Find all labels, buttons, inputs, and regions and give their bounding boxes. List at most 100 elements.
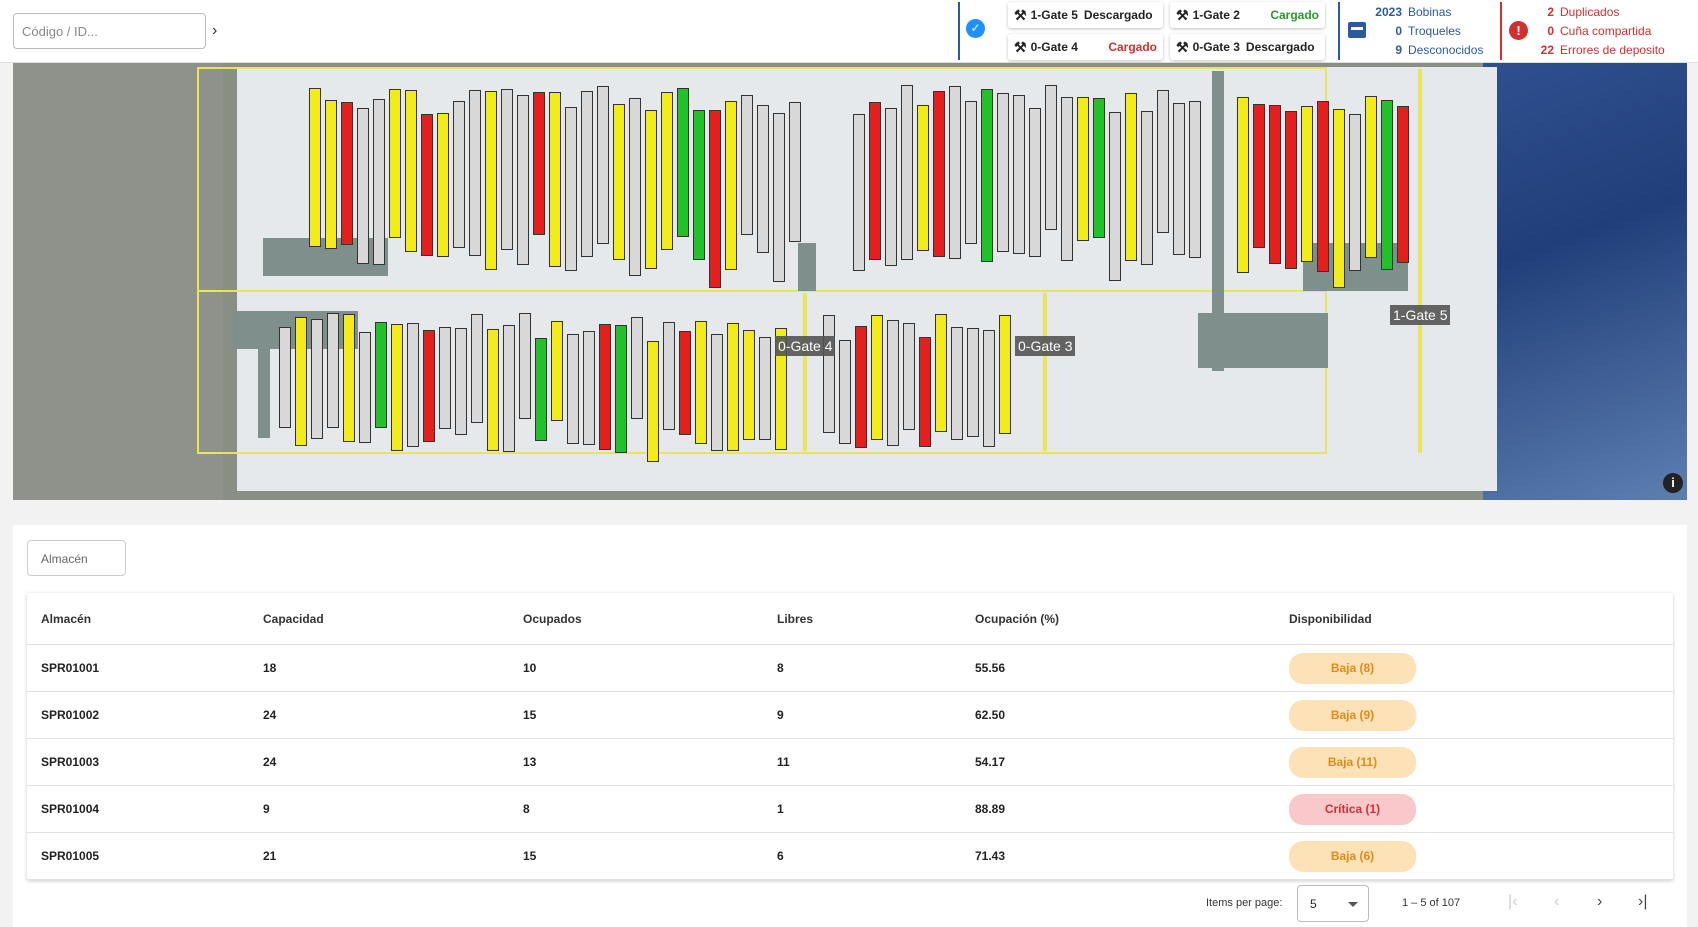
crane-rail: [803, 293, 807, 451]
storage-rack: [565, 107, 577, 271]
column-header[interactable]: Capacidad: [263, 611, 324, 626]
top-bar: Código / ID... › ✓ ⚒ 1-Gate 5 Descargado…: [0, 0, 1698, 63]
info-icon[interactable]: i: [1663, 473, 1683, 493]
storage-rack: [1093, 98, 1105, 238]
storage-rack: [693, 110, 705, 260]
cell-ocupacion: 62.50: [975, 708, 1006, 722]
storage-rack: [1333, 109, 1345, 288]
gate-label[interactable]: 0-Gate 3: [1015, 336, 1076, 356]
gate-status-text: Cargado: [1270, 8, 1319, 22]
crane-icon: ⚒: [1014, 6, 1027, 23]
storage-rack: [887, 320, 899, 446]
storage-rack: [1077, 97, 1089, 241]
storage-rack: [357, 108, 369, 264]
error-row[interactable]: 0 Cuña compartida: [1547, 24, 1652, 38]
storage-rack: [823, 315, 835, 433]
next-page-button[interactable]: ›: [1597, 893, 1603, 910]
cell-capacidad: 24: [263, 755, 277, 769]
cell-almacen: SPR01004: [41, 802, 100, 816]
cell-libres: 1: [777, 802, 784, 816]
storage-rack: [389, 89, 401, 238]
storage-rack: [677, 88, 689, 237]
previous-page-button[interactable]: ‹: [1554, 893, 1560, 910]
first-page-button[interactable]: |‹: [1508, 893, 1518, 910]
divider: [1500, 2, 1502, 60]
storage-rack: [501, 89, 513, 250]
storage-rack: [453, 101, 465, 248]
column-header[interactable]: Almacén: [41, 611, 92, 626]
storage-rack: [773, 113, 785, 282]
column-header[interactable]: Disponibilidad: [1289, 611, 1372, 626]
storage-block: [798, 243, 816, 291]
table-row[interactable]: SPR01002 24 15 9 62.50 Baja (9): [27, 692, 1673, 739]
storage-rack: [1189, 101, 1201, 258]
last-page-button[interactable]: ›|: [1638, 893, 1648, 910]
crane-icon: ⚒: [1176, 6, 1189, 23]
inventory-row[interactable]: 9 Desconocidos: [1395, 43, 1484, 57]
warehouse-map[interactable]: 0-Gate 4 0-Gate 3 1-Gate 5 i: [13, 63, 1687, 500]
status-badge: Baja (6): [1289, 840, 1416, 872]
storage-rack: [919, 337, 931, 447]
storage-rack: [519, 313, 531, 419]
table-row[interactable]: SPR01004 9 8 1 88.89 Crítica (1): [27, 786, 1673, 833]
gate-status-text: Descargado: [1245, 40, 1315, 54]
gate-status-4[interactable]: ⚒ 0-Gate 3 Descargado: [1170, 34, 1325, 60]
storage-rack: [647, 341, 659, 462]
status-badge: Crítica (1): [1289, 793, 1416, 825]
storage-rack: [709, 110, 721, 288]
inventory-row[interactable]: 2023 Bobinas: [1375, 5, 1452, 19]
gate-status-2[interactable]: ⚒ 1-Gate 2 Cargado: [1170, 2, 1325, 28]
storage-rack: [997, 93, 1009, 252]
storage-rack: [455, 328, 467, 435]
storage-rack: [325, 100, 337, 249]
error-row[interactable]: 22 Errores de deposito: [1540, 43, 1665, 57]
storage-block: [1212, 71, 1224, 371]
gate-label[interactable]: 1-Gate 5: [1390, 305, 1451, 325]
inventory-row[interactable]: 0 Troqueles: [1395, 24, 1461, 38]
storage-rack: [503, 325, 515, 452]
search-input[interactable]: Código / ID...: [13, 13, 206, 49]
storage-rack: [327, 313, 339, 428]
storage-rack: [869, 102, 881, 260]
column-header[interactable]: Libres: [777, 611, 814, 626]
cell-capacidad: 21: [263, 849, 277, 863]
storage-rack: [757, 105, 769, 253]
yard-boundary: [197, 67, 199, 453]
storage-rack: [743, 330, 755, 440]
cell-ocupados: 8: [523, 802, 530, 816]
storage-rack: [517, 95, 529, 265]
error-row[interactable]: 2 Duplicados: [1547, 5, 1620, 19]
cell-ocupados: 10: [523, 661, 537, 675]
storage-rack: [951, 327, 963, 440]
table-row[interactable]: SPR01005 21 15 6 71.43 Baja (6): [27, 833, 1673, 880]
warehouse-table-panel: Almacén Almacén Capacidad Ocupados Libre…: [13, 525, 1687, 927]
storage-rack: [311, 319, 323, 439]
items-per-page-select[interactable]: 5: [1297, 885, 1369, 922]
cell-almacen: SPR01003: [41, 755, 100, 769]
column-header[interactable]: Ocupados: [523, 611, 582, 626]
storage-rack: [343, 314, 355, 442]
gate-status-3[interactable]: ⚒ 0-Gate 4 Cargado: [1008, 34, 1163, 60]
gate-status-text: Descargado: [1083, 8, 1153, 22]
yard-boundary: [197, 452, 1327, 454]
storage-rack: [1157, 90, 1169, 233]
storage-rack: [485, 91, 497, 270]
storage-rack: [661, 92, 673, 250]
status-badge: Baja (8): [1289, 652, 1416, 684]
almacen-filter-input[interactable]: Almacén: [27, 540, 126, 576]
gate-label[interactable]: 0-Gate 4: [775, 336, 836, 356]
column-header[interactable]: Ocupación (%): [975, 611, 1060, 626]
storage-rack: [615, 325, 627, 453]
storage-rack: [437, 113, 449, 257]
storage-rack: [391, 324, 403, 451]
search-submit-icon[interactable]: ›: [212, 22, 218, 39]
table-row[interactable]: SPR01001 18 10 8 55.56 Baja (8): [27, 645, 1673, 692]
cell-disponibilidad: Crítica (1): [1289, 793, 1589, 825]
storage-rack: [599, 324, 611, 450]
storage-rack: [903, 323, 915, 430]
storage-rack: [1349, 114, 1361, 271]
table-row[interactable]: SPR01003 24 13 11 54.17 Baja (11): [27, 739, 1673, 786]
gate-status-1[interactable]: ⚒ 1-Gate 5 Descargado: [1008, 2, 1163, 28]
storage-rack: [629, 98, 641, 276]
table-header: Almacén Capacidad Ocupados Libres Ocupac…: [27, 593, 1673, 645]
